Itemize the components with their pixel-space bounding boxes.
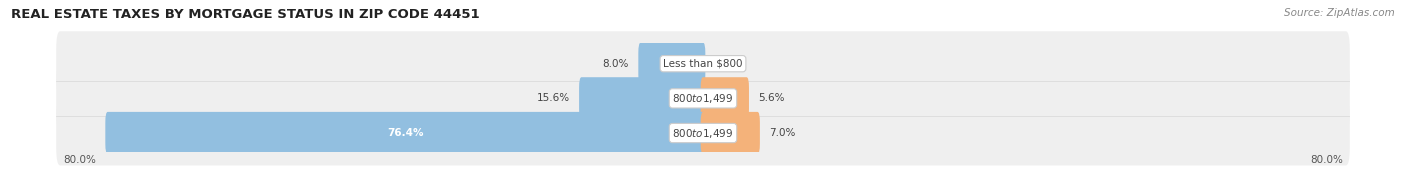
Text: 8.0%: 8.0%: [603, 59, 628, 69]
FancyBboxPatch shape: [700, 112, 759, 154]
Text: 76.4%: 76.4%: [387, 128, 423, 138]
FancyBboxPatch shape: [700, 77, 749, 120]
Text: 5.6%: 5.6%: [758, 93, 785, 103]
FancyBboxPatch shape: [56, 31, 1350, 96]
Text: Source: ZipAtlas.com: Source: ZipAtlas.com: [1284, 8, 1395, 18]
Text: REAL ESTATE TAXES BY MORTGAGE STATUS IN ZIP CODE 44451: REAL ESTATE TAXES BY MORTGAGE STATUS IN …: [11, 8, 479, 21]
FancyBboxPatch shape: [579, 77, 706, 120]
Text: 15.6%: 15.6%: [537, 93, 569, 103]
Text: 7.0%: 7.0%: [769, 128, 796, 138]
Text: $800 to $1,499: $800 to $1,499: [672, 92, 734, 105]
FancyBboxPatch shape: [638, 43, 706, 85]
Text: 0.0%: 0.0%: [714, 59, 741, 69]
Text: $800 to $1,499: $800 to $1,499: [672, 127, 734, 140]
Text: Less than $800: Less than $800: [664, 59, 742, 69]
FancyBboxPatch shape: [56, 101, 1350, 165]
FancyBboxPatch shape: [105, 112, 706, 154]
FancyBboxPatch shape: [56, 66, 1350, 131]
